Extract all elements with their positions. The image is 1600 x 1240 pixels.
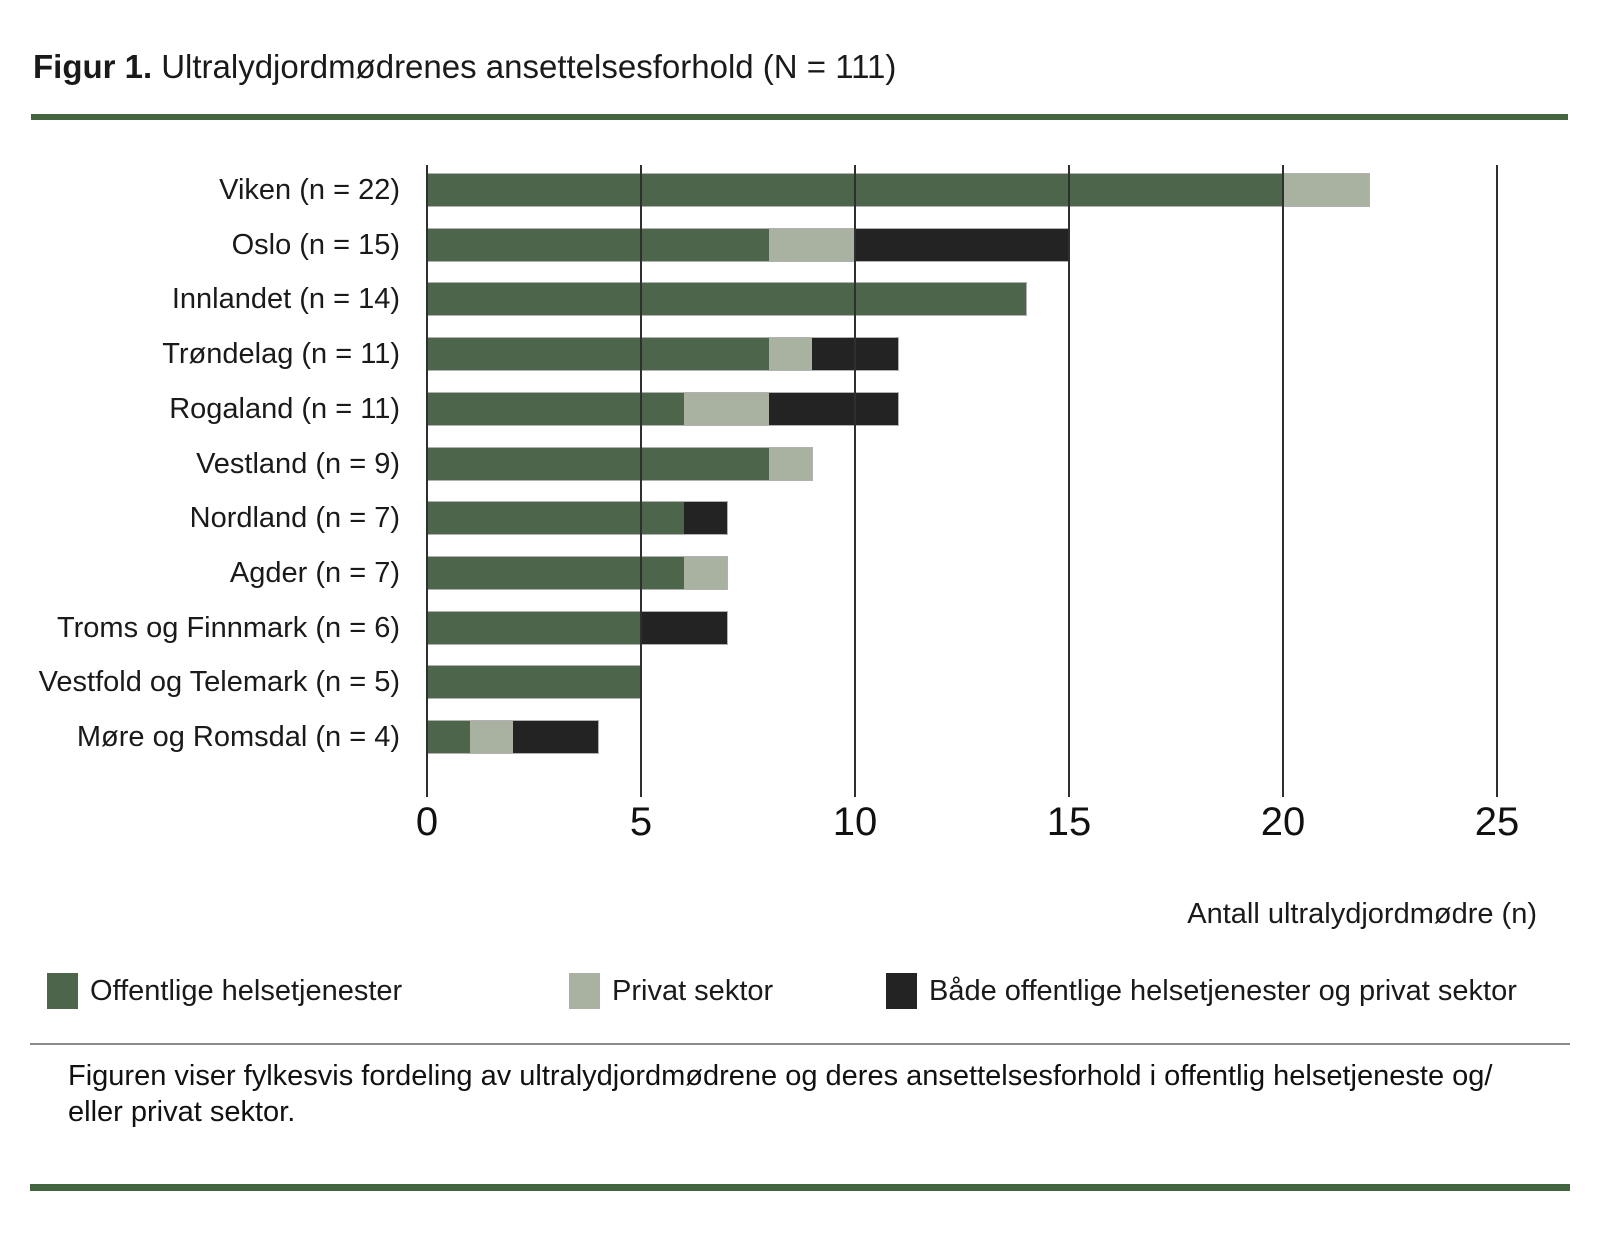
category-label: Oslo (n = 15) bbox=[231, 228, 400, 261]
bar-row bbox=[426, 173, 1370, 207]
bar-row bbox=[425, 282, 1028, 317]
figure-caption: Figuren viser fylkesvis fordeling av ult… bbox=[68, 1058, 1492, 1130]
bar-row bbox=[426, 610, 728, 645]
category-axis: Viken (n = 22) Oslo (n = 15) Innlandet (n … bbox=[0, 165, 400, 797]
bar-segment bbox=[769, 392, 898, 425]
bottom-rule bbox=[30, 1184, 1570, 1191]
legend-item-baade: Både offentlige helsetjenester og privat… bbox=[886, 972, 1517, 1010]
x-axis-label: Antall ultralydjordmødre (n) bbox=[1187, 898, 1537, 930]
bar-segment bbox=[427, 283, 1027, 316]
category-label: Rogaland (n = 11) bbox=[169, 392, 400, 425]
bar-segment bbox=[427, 556, 684, 589]
caption-line-1: Figuren viser fylkesvis fordeling av ult… bbox=[68, 1060, 1493, 1092]
bar-row bbox=[426, 391, 899, 426]
bar-segment bbox=[1283, 174, 1369, 206]
x-tick-label: 10 bbox=[832, 800, 878, 844]
legend-swatch-baade bbox=[886, 973, 917, 1009]
bar-segment bbox=[683, 502, 727, 535]
bar-segment bbox=[427, 228, 770, 261]
x-tick-label: 15 bbox=[1046, 800, 1092, 844]
bar-row bbox=[426, 665, 642, 700]
bar-row bbox=[426, 337, 899, 372]
figure-title: Figur 1. Ultralydjordmødrenes ansettelses… bbox=[33, 48, 896, 86]
x-tick-label: 5 bbox=[629, 800, 653, 844]
bar-row bbox=[425, 720, 600, 754]
bar-segment bbox=[683, 556, 727, 589]
category-label: Innlandet (n = 14) bbox=[171, 283, 400, 316]
gridline bbox=[1282, 165, 1284, 797]
x-tick-label: 25 bbox=[1474, 800, 1520, 844]
bar-segment bbox=[769, 228, 855, 261]
category-label: Vestfold og Telemark (n = 5) bbox=[38, 666, 400, 699]
bar-segment bbox=[427, 721, 470, 753]
bar-segment bbox=[469, 721, 513, 753]
category-label: Trøndelag (n = 11) bbox=[162, 338, 400, 371]
bar-segment bbox=[427, 666, 641, 699]
legend-label-baade: Både offentlige helsetjenester og privat… bbox=[929, 974, 1517, 1007]
gridline bbox=[1068, 165, 1070, 797]
caption-divider bbox=[30, 1043, 1570, 1045]
figure-title-prefix: Figur 1. bbox=[33, 48, 153, 85]
top-rule bbox=[31, 114, 1568, 120]
x-axis-ticks: 0 5 10 15 20 25 bbox=[416, 800, 1519, 860]
bar-segment bbox=[769, 338, 813, 371]
gridline bbox=[1496, 165, 1498, 797]
category-label: Agder (n = 7) bbox=[229, 556, 400, 589]
bar-row bbox=[426, 555, 728, 590]
gridline bbox=[854, 165, 856, 797]
bar-segment bbox=[427, 338, 770, 371]
figure-title-text: Ultralydjordmødrenes ansettelsesforhold … bbox=[161, 48, 897, 85]
bar-row bbox=[426, 501, 728, 536]
bar-segment bbox=[769, 447, 813, 480]
category-label: Viken (n = 22) bbox=[219, 174, 400, 206]
category-label: Vestland (n = 9) bbox=[196, 447, 400, 480]
category-label: Møre og Romsdal (n = 4) bbox=[76, 721, 400, 753]
legend-label-offentlige: Offentlige helsetjenester bbox=[90, 974, 403, 1007]
gridline bbox=[640, 165, 642, 797]
bar-segment bbox=[427, 447, 770, 480]
bar-segment bbox=[854, 228, 1069, 261]
legend-swatch-offentlige bbox=[47, 973, 78, 1009]
bar-segment bbox=[512, 721, 599, 753]
legend-label-privat: Privat sektor bbox=[612, 974, 774, 1007]
x-tick-label: 20 bbox=[1260, 800, 1306, 844]
legend-swatch-privat bbox=[569, 973, 600, 1009]
bar-segment bbox=[683, 392, 770, 425]
bar-chart-plot bbox=[425, 165, 1498, 797]
gridline bbox=[426, 165, 428, 797]
bar-segment bbox=[641, 611, 727, 644]
legend: Offentlige helsetjenester Privat sektor … bbox=[0, 972, 1600, 1012]
category-label: Troms og Finnmark (n = 6) bbox=[57, 611, 400, 644]
caption-line-2: eller privat sektor. bbox=[68, 1096, 296, 1128]
category-label: Nordland (n = 7) bbox=[189, 502, 400, 535]
bar-row bbox=[426, 227, 1070, 262]
legend-item-offentlige: Offentlige helsetjenester bbox=[47, 972, 402, 1010]
legend-item-privat: Privat sektor bbox=[569, 972, 773, 1010]
bar-row bbox=[425, 446, 814, 481]
x-tick-label: 0 bbox=[415, 800, 439, 844]
bar-segment bbox=[427, 392, 684, 425]
bar-segment bbox=[427, 611, 641, 644]
bar-segment bbox=[427, 502, 684, 535]
